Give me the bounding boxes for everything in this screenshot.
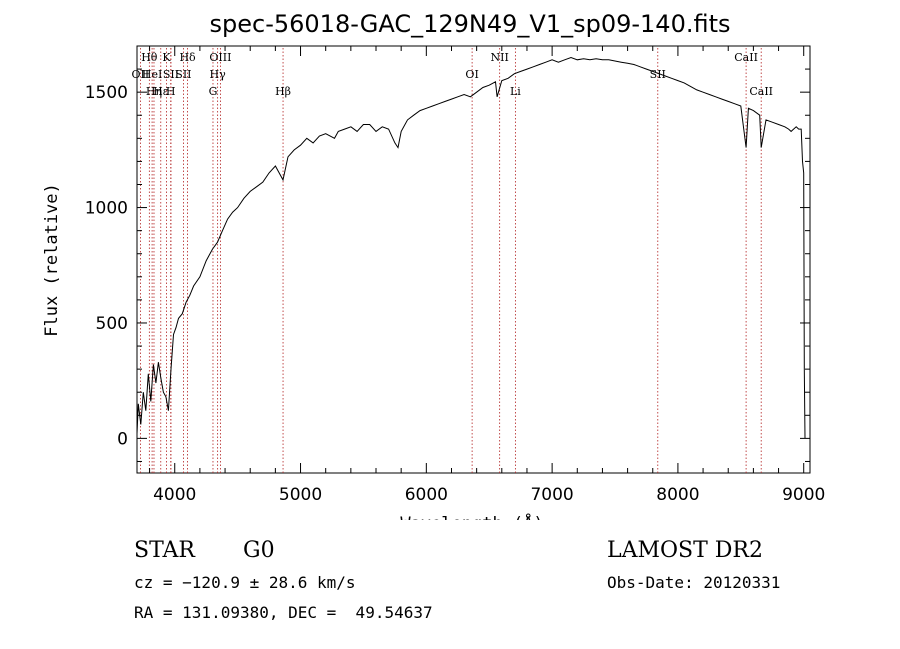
- line-marker-label: Hη: [146, 85, 162, 98]
- line-marker-label: SII: [175, 68, 191, 81]
- line-marker-label: OI: [465, 68, 478, 81]
- redshift-velocity: cz = −120.9 ± 28.6 km/s: [134, 573, 356, 592]
- coordinates: RA = 131.09380, DEC = 49.54637: [134, 603, 433, 622]
- obs-date: Obs-Date: 20120331: [607, 573, 781, 592]
- x-tick-label: 9000: [782, 485, 825, 505]
- y-tick-label: 0: [117, 429, 128, 449]
- x-tick-label: 4000: [153, 485, 196, 505]
- line-marker-label: OIII: [209, 51, 231, 64]
- line-marker-label: SII: [650, 68, 666, 81]
- x-tick-label: 7000: [530, 485, 573, 505]
- line-marker-label: Hδ: [179, 51, 196, 64]
- x-tick-label: 5000: [279, 485, 322, 505]
- line-marker-label: CaII: [734, 51, 758, 64]
- line-markers: [139, 48, 762, 473]
- object-class: STAR: [134, 538, 195, 563]
- chart-title: spec-56018-GAC_129N49_V1_sp09-140.fits: [210, 10, 731, 38]
- y-tick-label: 1500: [85, 83, 128, 103]
- line-marker-label: SII: [163, 68, 179, 81]
- line-marker-label: OII: [132, 68, 150, 81]
- x-tick-label: 8000: [656, 485, 699, 505]
- line-marker-label: G: [209, 85, 218, 98]
- y-tick-label: 1000: [85, 199, 128, 219]
- y-axis-label: Flux (relative): [42, 183, 62, 337]
- line-marker-label: H: [166, 85, 176, 98]
- axis-ticks: 4000 5000 6000 7000 8000 9000 0 500 1000 1500: [85, 46, 825, 505]
- line-marker-label: K: [162, 51, 171, 64]
- line-marker-label: Li: [510, 85, 521, 98]
- line-marker-label: Hε: [153, 85, 169, 98]
- x-tick-label: 6000: [405, 485, 448, 505]
- spectrum-chart: 4000 5000 6000 7000 8000 9000 0 500 1000 1500 Hθ O…: [42, 10, 825, 520]
- line-marker-label: HeI: [142, 68, 162, 81]
- line-marker-label: Hβ: [275, 85, 291, 98]
- survey-name: LAMOST DR2: [607, 538, 763, 563]
- x-axis-label: Wavelength (Å): [400, 512, 543, 520]
- line-marker-label: CaII: [749, 85, 773, 98]
- plot-frame: [136, 45, 811, 474]
- line-marker-label: NII: [491, 51, 509, 64]
- object-subclass: G0: [243, 538, 275, 563]
- line-marker-label: Hγ: [210, 68, 227, 81]
- line-marker-label: Hθ: [141, 51, 158, 64]
- y-tick-label: 500: [96, 314, 128, 334]
- spectrum-series: [136, 56, 806, 439]
